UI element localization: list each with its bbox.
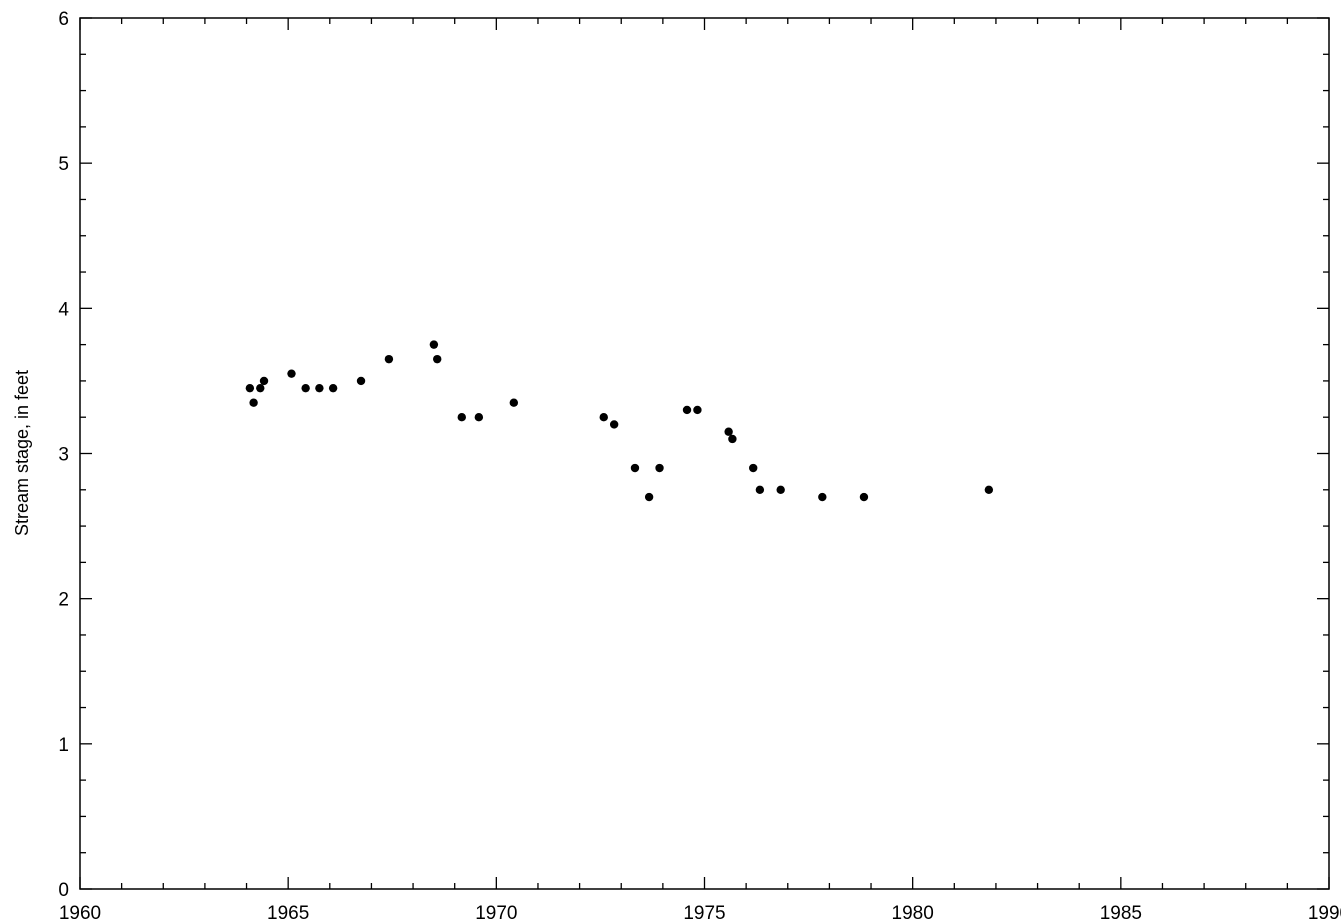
data-point <box>384 354 394 364</box>
data-point <box>245 383 255 393</box>
data-point <box>724 427 733 436</box>
data-point <box>509 398 519 407</box>
y-tick-label: 3 <box>58 445 69 466</box>
x-tick-label: 1980 <box>892 903 934 923</box>
x-tick-label: 1960 <box>59 903 101 923</box>
data-point <box>433 354 442 364</box>
axis-ticks <box>79 17 1330 890</box>
data-point <box>818 492 827 502</box>
y-tick-label: 6 <box>58 9 69 30</box>
data-point <box>755 485 765 494</box>
data-point <box>474 413 484 422</box>
data-point <box>457 413 466 422</box>
y-tick-label: 5 <box>58 154 69 175</box>
data-points <box>245 340 994 502</box>
data-point <box>693 405 702 415</box>
data-point <box>682 405 692 415</box>
data-point <box>655 463 664 473</box>
data-point <box>259 376 269 386</box>
data-point <box>315 383 324 393</box>
y-tick-label: 4 <box>58 299 69 320</box>
data-point <box>249 398 258 407</box>
data-point <box>328 383 338 393</box>
data-point <box>859 492 869 502</box>
y-tick-label: 1 <box>58 735 69 756</box>
y-axis-title: Stream stage, in feet <box>12 370 32 536</box>
y-tick-label: 2 <box>58 590 69 611</box>
data-point <box>630 463 640 473</box>
data-point <box>984 485 994 494</box>
data-point <box>301 383 310 393</box>
x-tick-label: 1970 <box>475 903 517 923</box>
data-point <box>256 383 265 393</box>
data-point <box>644 492 654 502</box>
data-point <box>609 420 619 429</box>
data-point <box>429 340 439 349</box>
data-point <box>287 369 296 378</box>
x-tick-label: 1975 <box>683 903 725 923</box>
plot-frame <box>79 17 1330 890</box>
data-point <box>776 485 785 494</box>
data-point <box>728 434 737 444</box>
x-tick-label: 1985 <box>1100 903 1142 923</box>
data-point <box>599 413 608 422</box>
data-point <box>749 463 758 473</box>
x-tick-label: 1965 <box>267 903 309 923</box>
y-tick-label: 0 <box>58 880 69 901</box>
data-point <box>356 376 366 386</box>
